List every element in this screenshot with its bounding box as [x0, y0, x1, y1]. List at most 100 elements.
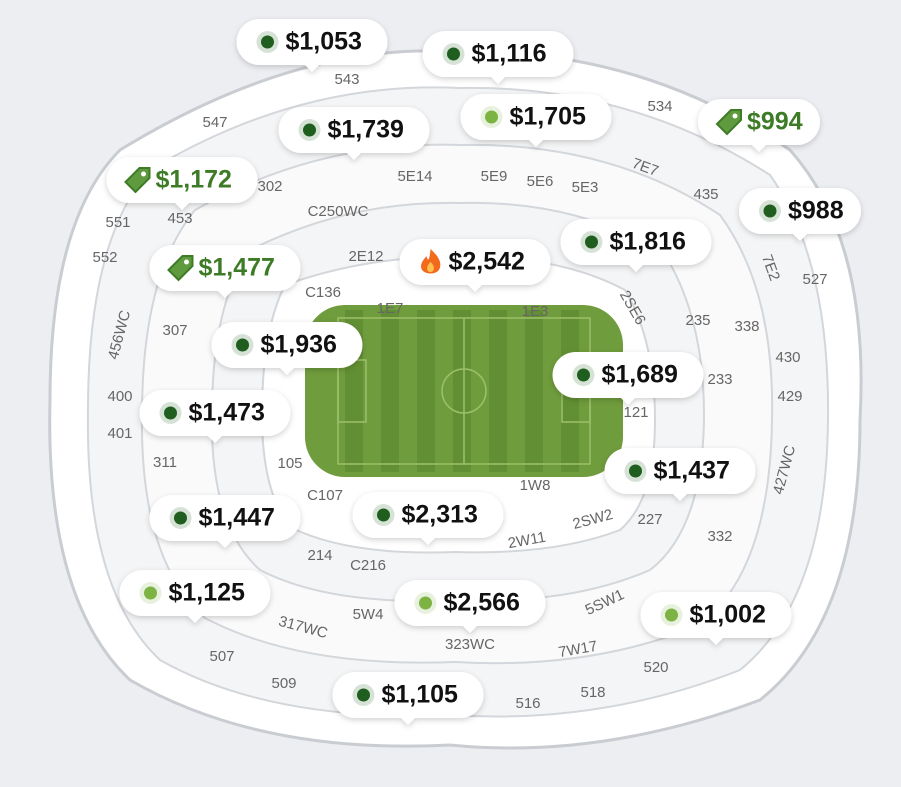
pin-price: $1,437: [654, 457, 730, 485]
section-label: 534: [647, 98, 672, 115]
pin-price: $1,116: [472, 40, 547, 68]
pin-dot: [585, 235, 598, 249]
price-pin[interactable]: $1,689: [552, 352, 704, 405]
pin-dot: [419, 596, 432, 610]
price-pin[interactable]: $1,739: [278, 107, 430, 160]
pin-price: $2,542: [449, 248, 525, 276]
section-label: 121: [623, 404, 648, 421]
pin-fire: [421, 249, 441, 274]
pin-dot: [665, 608, 678, 622]
pin-dot: [164, 406, 177, 420]
section-label: 518: [580, 684, 605, 701]
price-pin[interactable]: $1,477: [149, 245, 301, 298]
pin-bubble: [139, 390, 291, 443]
section-label: C136: [305, 284, 341, 301]
section-label: 520: [643, 659, 668, 676]
pin-bubble: [460, 94, 612, 147]
pin-price: $1,816: [610, 228, 686, 256]
pin-dot: [357, 688, 370, 702]
section-label: 430: [775, 349, 800, 366]
section-label: 311: [153, 454, 177, 471]
section-label: 516: [515, 695, 540, 712]
pin-bubble: [332, 672, 484, 725]
pin-price: $1,739: [328, 116, 404, 144]
price-pin[interactable]: $2,313: [352, 492, 504, 545]
pin-bubble: [278, 107, 430, 160]
pin-price: $1,689: [602, 361, 678, 389]
price-pin[interactable]: $1,437: [604, 448, 756, 501]
price-pin[interactable]: $1,116: [422, 31, 574, 84]
section-label: 543: [334, 71, 359, 88]
pin-bubble: [119, 570, 271, 623]
pin-tag-hole: [184, 259, 189, 265]
pin-price: $1,473: [189, 399, 265, 427]
section-label: 435: [693, 186, 718, 203]
pin-bubble: [640, 592, 792, 645]
section-label: 5W4: [353, 606, 384, 623]
section-label: C216: [350, 557, 386, 574]
section-label: 105: [277, 455, 302, 472]
pin-price: $1,936: [261, 331, 337, 359]
price-pin[interactable]: $2,542: [399, 239, 551, 292]
price-pin[interactable]: $2,566: [394, 580, 546, 633]
section-label: 235: [685, 312, 710, 329]
price-pin[interactable]: $1,172: [106, 157, 258, 210]
pin-price: $1,053: [286, 28, 362, 56]
pin-tag-hole: [732, 113, 738, 119]
pin-price: $1,002: [690, 601, 766, 629]
price-pin[interactable]: $1,936: [211, 322, 363, 375]
pin-dot: [763, 204, 777, 218]
section-label: 332: [707, 528, 732, 545]
section-label: 7W17: [557, 638, 599, 662]
section-label: 507: [209, 648, 234, 665]
price-pin[interactable]: $1,473: [139, 390, 291, 443]
pin-bubble: [604, 448, 756, 501]
section-label: 1E3: [522, 303, 549, 320]
pin-fire-core: [427, 262, 434, 272]
pin-bubble: [394, 580, 546, 633]
section-label: 551: [105, 214, 130, 231]
pin-price: $1,477: [199, 254, 275, 282]
price-pin[interactable]: $1,105: [332, 672, 484, 725]
section-label: 2W11: [507, 529, 547, 552]
pin-price: $1,172: [156, 166, 232, 194]
section-label: 233: [707, 371, 732, 388]
price-pin[interactable]: $1,002: [640, 592, 792, 645]
pin-dot: [303, 123, 316, 137]
pin-bubble: [560, 219, 712, 272]
pin-dot: [174, 511, 187, 525]
price-pin[interactable]: $1,816: [560, 219, 712, 272]
section-label: 5E6: [527, 173, 554, 190]
pin-bubble: [236, 19, 388, 72]
section-label: 5E14: [397, 168, 432, 185]
pin-tag-hole: [141, 171, 146, 177]
section-label: 5E9: [481, 168, 508, 185]
section-label: C107: [307, 487, 343, 504]
price-pin[interactable]: $1,053: [236, 19, 388, 72]
section-label: 302: [257, 178, 282, 195]
section-label: 5E3: [572, 179, 599, 196]
pin-dot: [629, 464, 642, 478]
section-label: 2E12: [348, 248, 383, 265]
pin-bubble: [149, 495, 301, 548]
section-label: 401: [107, 425, 132, 442]
price-pin[interactable]: $994: [698, 99, 820, 152]
section-label: 1E7: [377, 300, 404, 317]
price-pin[interactable]: $1,705: [460, 94, 612, 147]
pin-dot: [577, 368, 590, 382]
price-pin[interactable]: $1,125: [119, 570, 271, 623]
pin-bubble: [422, 31, 574, 84]
pin-price: $1,447: [199, 504, 275, 532]
section-label: 338: [734, 318, 759, 335]
pin-dot: [144, 586, 157, 600]
pin-dot: [447, 47, 460, 61]
pin-dot: [261, 35, 274, 49]
section-label: 429: [777, 388, 802, 405]
pin-dot: [377, 508, 390, 522]
price-pin[interactable]: $1,447: [149, 495, 301, 548]
price-pin[interactable]: $988: [739, 188, 861, 241]
section-label: 323WC: [445, 636, 495, 653]
pin-price: $994: [747, 108, 803, 136]
pin-bubble: [552, 352, 704, 405]
